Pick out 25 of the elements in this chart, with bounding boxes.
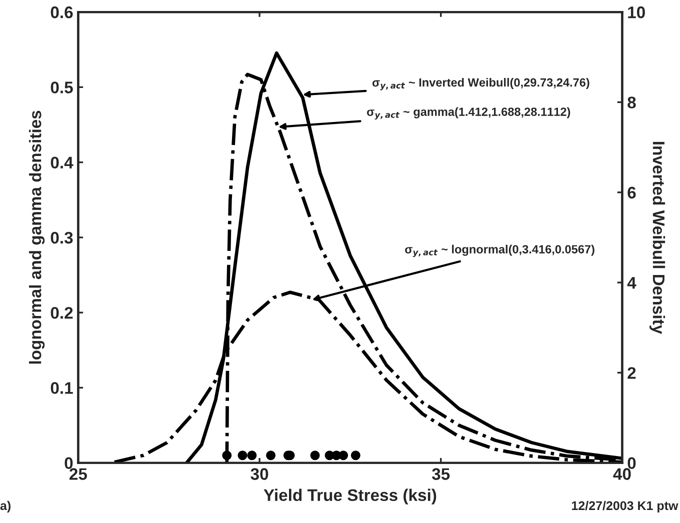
x-axis-title: Yield True Stress (ksi): [264, 488, 436, 504]
y-tick-label: 0: [64, 457, 73, 470]
y-tick-label: 0.3: [50, 232, 73, 244]
y2-tick-label: 0: [628, 457, 636, 470]
y-tick-label: 0.2: [50, 306, 73, 319]
y2-axis-title: Inverted Weibull Density: [650, 142, 666, 334]
text: a): [0, 500, 10, 513]
y-tick-label: 0.5: [50, 82, 73, 94]
text: 12/27/2003 K1 ptw: [572, 500, 678, 513]
y-tick-label: 0.6: [50, 6, 73, 18]
x-tick-label: 35: [432, 468, 450, 480]
x-tick-label: 30: [250, 468, 268, 480]
y2-tick-label: 2: [628, 367, 636, 379]
y2-tick-label: 6: [628, 186, 636, 199]
y-axis-title: lognormal and gamma densities: [29, 110, 45, 364]
x-tick-label: 25: [70, 468, 88, 480]
y-tick-label: 0.1: [50, 382, 73, 394]
annotation: σ$_{y,act}$ ~ gamma(1.412,1.688,28.1112): [366, 107, 570, 120]
y-tick-label: 0.4: [50, 156, 74, 169]
y2-tick-label: 10: [628, 6, 645, 18]
y2-tick-label: 8: [628, 96, 636, 108]
x-tick-label: 40: [613, 468, 631, 480]
annotation: σ$_{y,act}$ ~ Inverted Weibull(0,29.73,24.76): [372, 78, 590, 90]
y2-tick-label: 4: [627, 277, 636, 289]
annotation: σ$_{y,act}$ ~ lognormal(0,3.416,0.0567): [405, 244, 594, 258]
